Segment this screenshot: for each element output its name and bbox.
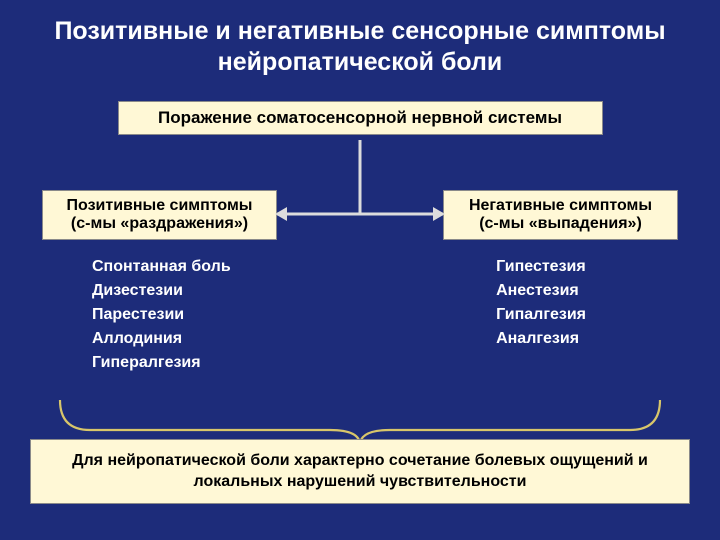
page-title: Позитивные и негативные сенсорные симпто… — [0, 0, 720, 87]
list-item: Дизестезии — [92, 279, 231, 303]
list-item: Аллодиния — [92, 327, 231, 351]
list-negative: ГипестезияАнестезияГипалгезияАналгезия — [496, 255, 586, 351]
list-item: Аналгезия — [496, 327, 586, 351]
branch-box-positive: Позитивные симптомы (с-мы «раздражения») — [42, 190, 277, 240]
list-item: Гипалгезия — [496, 303, 586, 327]
list-item: Парестезии — [92, 303, 231, 327]
list-item: Спонтанная боль — [92, 255, 231, 279]
list-item: Гипералгезия — [92, 351, 231, 375]
branch-negative-line2: (с-мы «выпадения») — [452, 215, 669, 233]
conclusion-box: Для нейропатической боли характерно соче… — [30, 439, 690, 504]
list-item: Гипестезия — [496, 255, 586, 279]
list-positive: Спонтанная больДизестезииПарестезииАллод… — [92, 255, 231, 375]
list-item: Анестезия — [496, 279, 586, 303]
top-box: Поражение соматосенсорной нервной систем… — [118, 101, 603, 135]
branch-positive-line1: Позитивные симптомы — [51, 197, 268, 215]
branch-positive-line2: (с-мы «раздражения») — [51, 215, 268, 233]
branch-negative-line1: Негативные симптомы — [452, 197, 669, 215]
branch-box-negative: Негативные симптомы (с-мы «выпадения») — [443, 190, 678, 240]
